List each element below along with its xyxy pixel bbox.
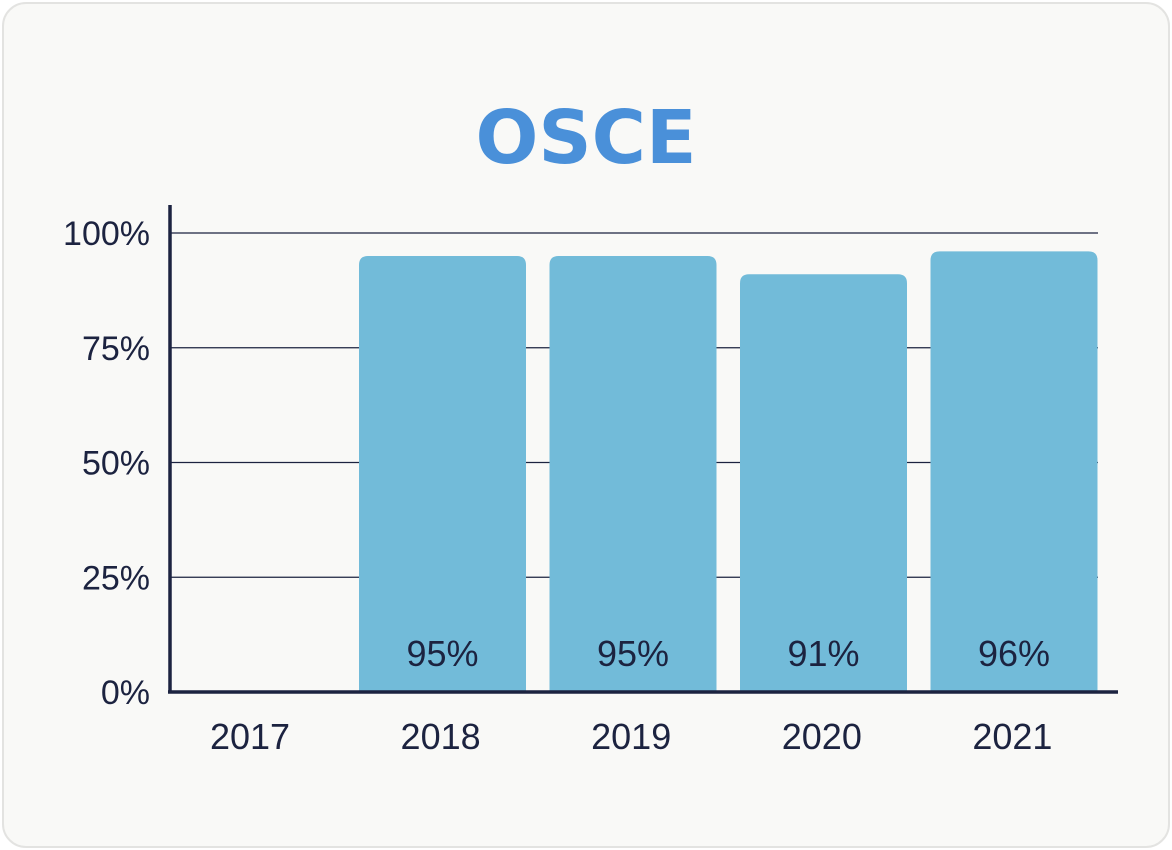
y-tick-label: 50% [82, 445, 150, 483]
data-label-2020: 91% [787, 633, 859, 674]
x-tick-label: 2020 [782, 716, 862, 757]
bar-2020 [740, 274, 907, 692]
data-label-2021: 96% [978, 633, 1050, 674]
bar-2018 [359, 255, 526, 692]
chart-title: OSCE [475, 95, 696, 181]
data-labels: 95% 95% 91% 96% [406, 633, 1050, 674]
x-tick-label: 2021 [972, 716, 1052, 757]
x-tick-label: 2018 [401, 716, 481, 757]
x-tick-label: 2019 [591, 716, 671, 757]
y-tick-labels: 0% 25% 50% 75% 100% [63, 215, 150, 712]
y-tick-label: 75% [82, 330, 150, 368]
data-label-2019: 95% [597, 633, 669, 674]
bar-2021 [930, 251, 1098, 693]
axes [168, 205, 1118, 694]
x-tick-labels: 2017 2018 2019 2020 2021 [210, 716, 1052, 757]
bars [359, 251, 1098, 693]
data-label-2018: 95% [406, 633, 478, 674]
y-tick-label: 100% [63, 215, 150, 253]
bar-2019 [549, 255, 717, 692]
x-tick-label: 2017 [210, 716, 290, 757]
y-tick-label: 0% [101, 674, 150, 712]
y-tick-label: 25% [82, 559, 150, 597]
